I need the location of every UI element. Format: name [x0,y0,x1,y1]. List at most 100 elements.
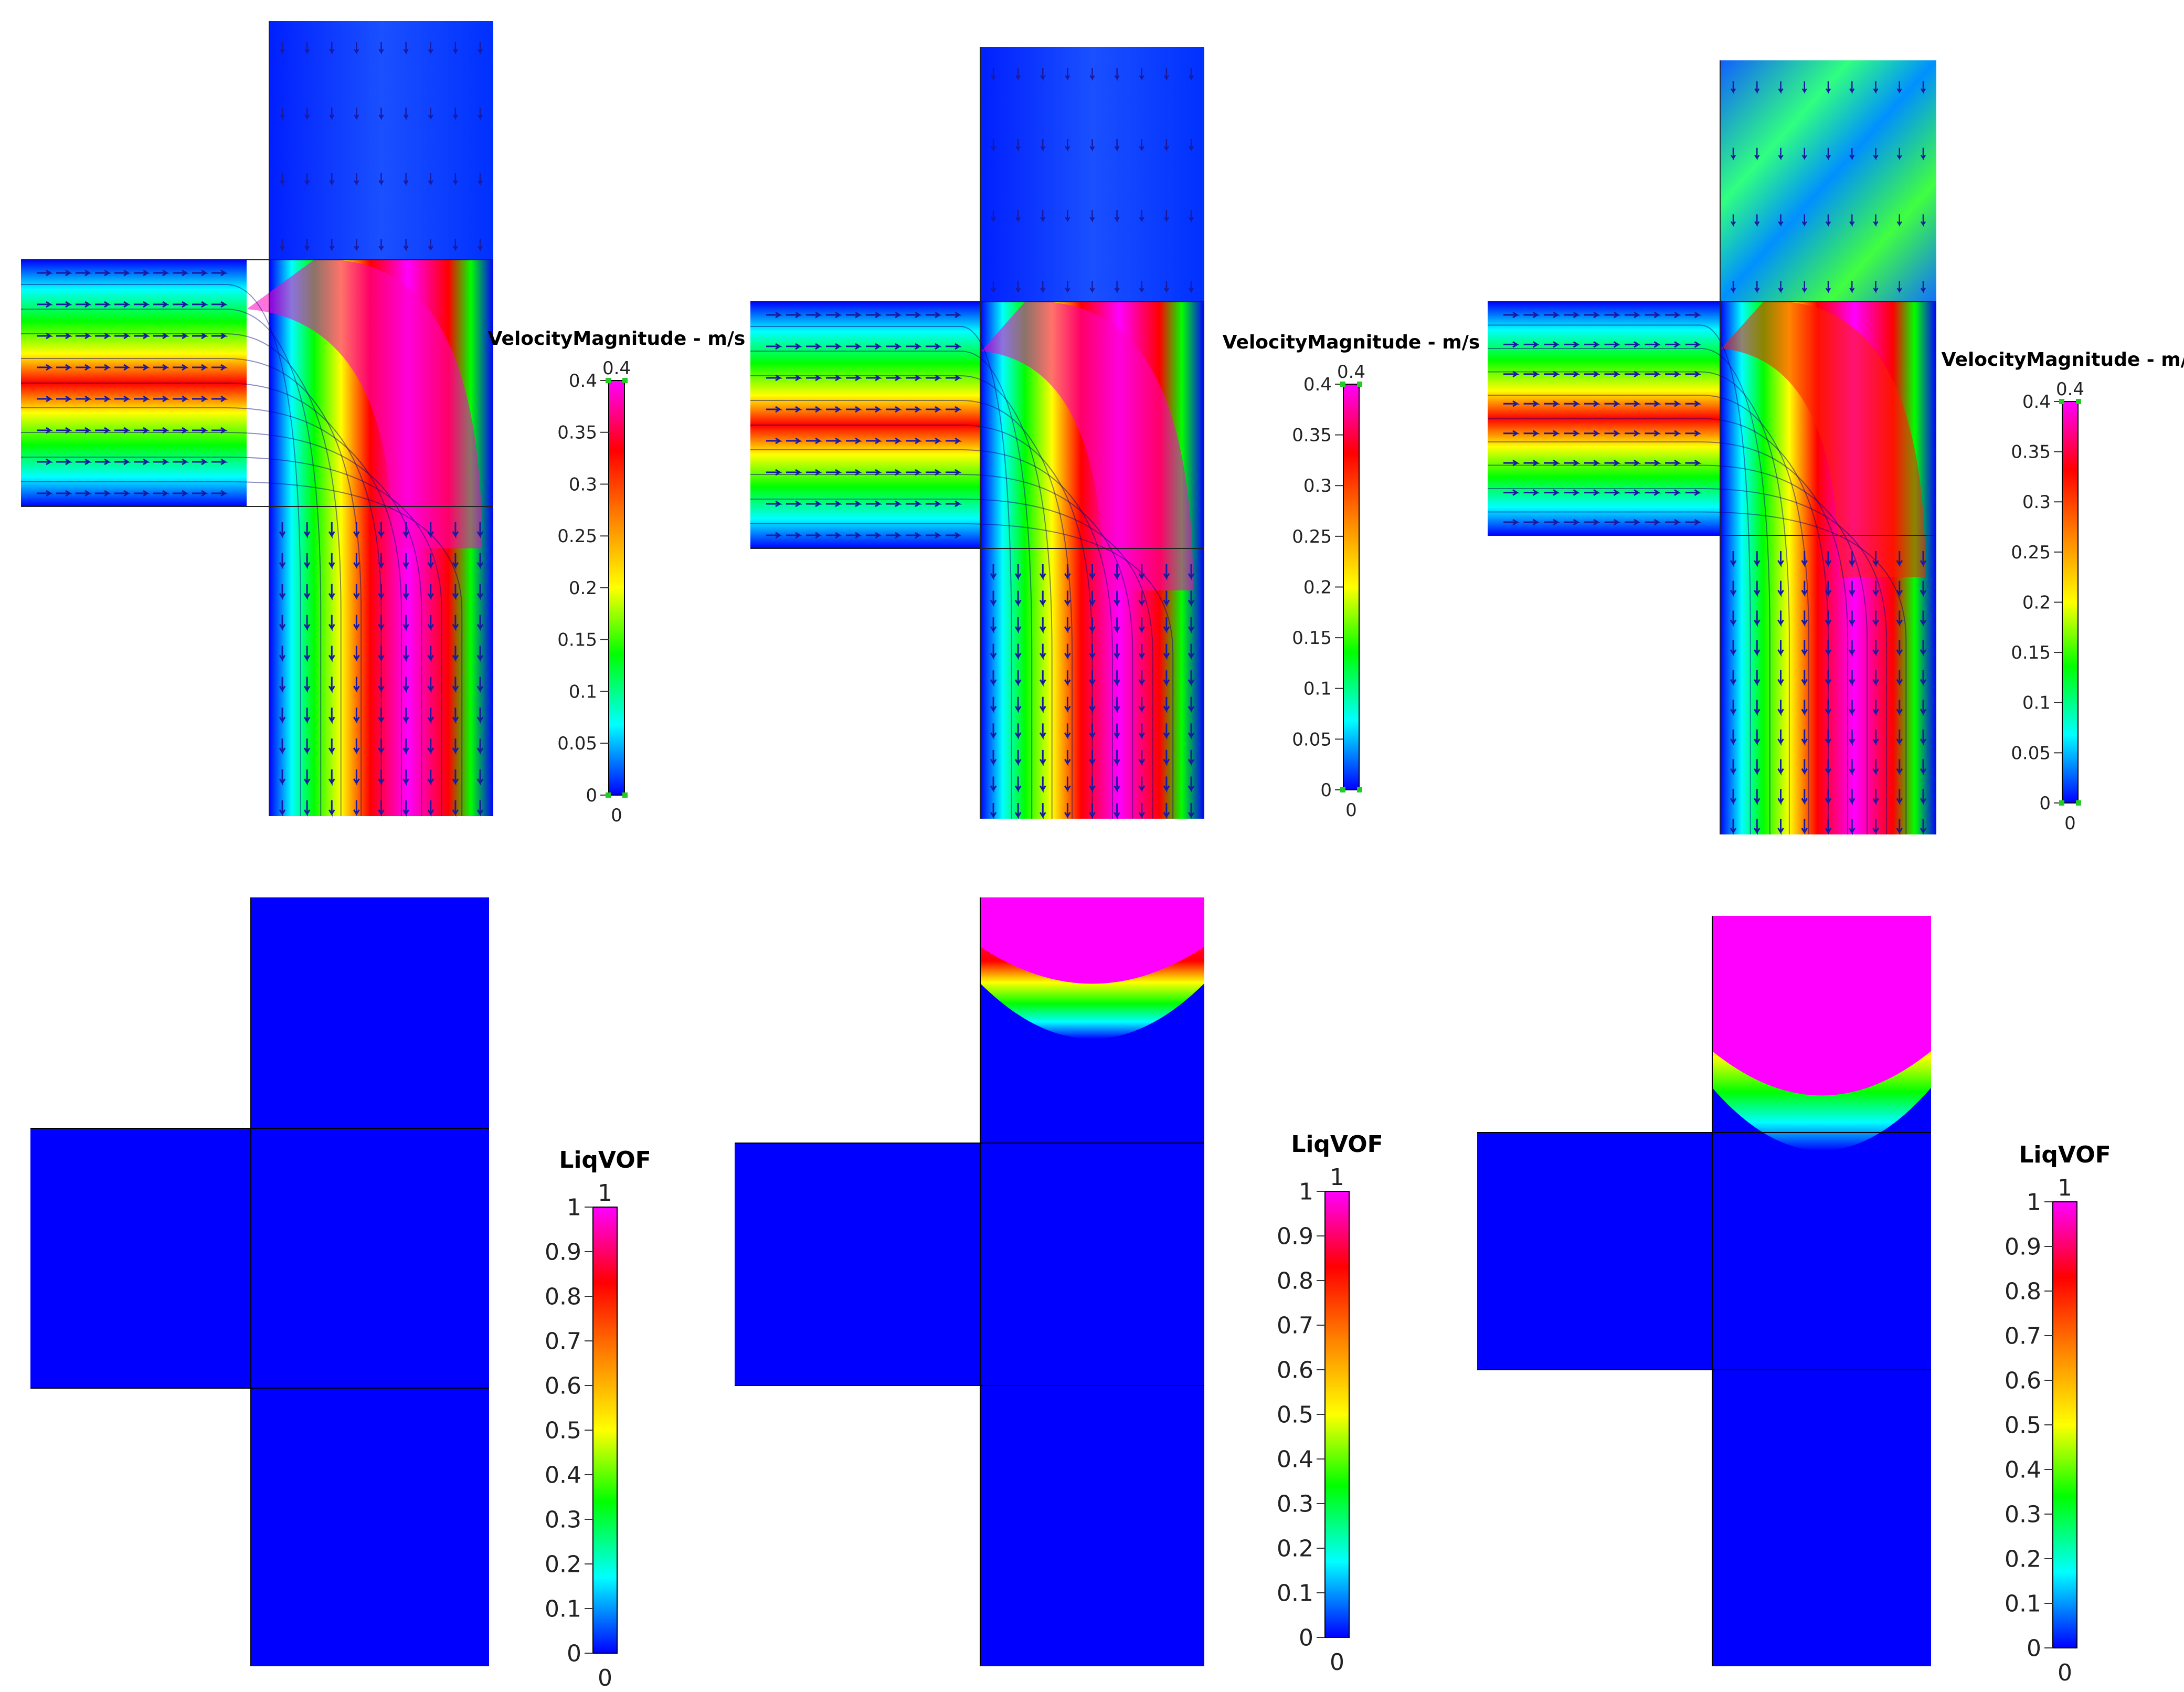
vector-arrow [866,437,883,445]
vector-arrow [354,239,359,252]
vector-arrow [452,615,459,631]
vector-arrow [452,769,459,786]
vector-arrow [846,437,863,445]
vector-arrow [1163,749,1170,767]
vector-arrow [279,676,286,693]
colorbar-tick-label: 0.7 [545,1328,581,1355]
velocity-panel-3 [1488,60,1936,836]
vector-arrow [1064,590,1071,607]
vector-arrow [428,239,433,252]
vector-arrow [1163,68,1169,81]
vector-arrow [1801,640,1808,657]
vector-arrow [477,173,483,186]
vector-arrow [153,332,170,340]
vector-arrow [1849,81,1855,94]
vector-arrow [427,769,434,786]
vector-arrow [1604,519,1621,526]
vector-arrow [1825,580,1832,597]
vector-arrow [402,522,409,539]
vector-arrow [1564,341,1581,348]
vector-arrow [1778,214,1784,227]
vector-arrow [211,269,228,277]
vector-arrow [1777,759,1784,776]
colorbar-tick-label: 0.6 [1277,1357,1313,1383]
vector-arrow [1114,723,1120,740]
vector-arrow [279,738,286,755]
vector-arrow [1730,551,1737,568]
vector-arrow [353,769,360,786]
colorbar-handle [1340,382,1345,387]
streamline [750,326,1012,819]
vector-arrow [1015,210,1021,223]
vector-arrow [1753,819,1761,836]
vector-arrow [153,364,170,371]
colorbar-title: LiqVOF [559,1147,651,1173]
colorbar-min-label: 0 [2058,1659,2072,1686]
vector-arrow [428,42,433,55]
vector-arrow [1188,803,1195,820]
vector-arrow [1920,214,1926,227]
vector-arrow [1089,617,1096,634]
colorbar-title: LiqVOF [1291,1131,1383,1158]
colorbar-tick-label: 0 [2039,793,2051,814]
vector-arrow [1188,210,1194,223]
vector-arrow [1163,139,1169,152]
vector-arrow [766,532,783,539]
vector-arrow [1849,281,1855,294]
vector-arrow [906,374,923,382]
colorbar-tick-label: 0.2 [2022,592,2051,613]
vector-arrow [1753,610,1761,627]
vector-arrow [476,646,484,662]
colorbar-tick-label: 0.25 [2011,542,2051,563]
streamline [21,481,463,816]
vector-arrow [1825,640,1832,657]
vector-arrow [1920,789,1927,806]
vector-arrow [211,364,228,371]
vof-colorbar-2: LiqVOF 1 0 0.1 0.2 0.3 0.4 0.5 0.6 0.7 0.8 0.9 1 0 [1277,1131,1383,1676]
vof-colorbar-1: LiqVOF 1 0 0.1 0.2 0.3 0.4 0.5 0.6 0.7 0.8 0.9 1 0 [545,1147,651,1691]
vector-arrow [279,522,286,539]
vector-arrow [279,769,286,786]
colorbar-tick-label: 0.1 [545,1595,581,1622]
vector-arrow [1685,311,1702,319]
vector-arrow [1139,281,1144,294]
vector-arrow [1138,776,1146,793]
vector-arrow [1014,617,1022,634]
vector-arrow [1523,371,1540,378]
vector-arrow [402,584,409,601]
vector-arrow [1825,670,1832,686]
vector-arrow [1625,371,1641,378]
vector-arrow [1138,696,1146,714]
vector-arrow [1564,430,1581,437]
vector-arrow [1730,670,1737,686]
vector-arrow [1584,311,1601,319]
vector-arrow [1114,803,1120,820]
vector-arrow [211,427,228,434]
vector-arrow [990,803,997,820]
vector-arrow [1896,640,1903,657]
vector-arrow [1665,311,1682,319]
vector-arrow [353,615,360,631]
vector-arrow [353,676,360,693]
vector-arrow [1039,617,1046,634]
vector-arrow [329,239,335,252]
vector-arrow [1114,776,1120,793]
vector-arrow [1065,281,1070,294]
vector-arrow [1777,729,1784,746]
colorbar-handle [1357,382,1362,387]
streamline [750,499,1153,819]
vector-arrow [1896,789,1903,806]
vector-arrow [1544,341,1561,348]
vector-arrow [1872,729,1879,746]
vector-arrow [806,532,823,539]
vector-arrow [1039,670,1046,687]
colorbar-min-label: 0 [598,1665,612,1691]
vector-arrow [1064,776,1071,793]
vector-arrow [1685,341,1702,348]
vector-arrow [886,343,903,350]
vector-arrow [76,364,92,371]
vector-arrow [1920,281,1926,294]
vector-arrow [1730,281,1736,294]
vector-arrow [1625,311,1641,319]
vector-arrow [946,500,962,507]
